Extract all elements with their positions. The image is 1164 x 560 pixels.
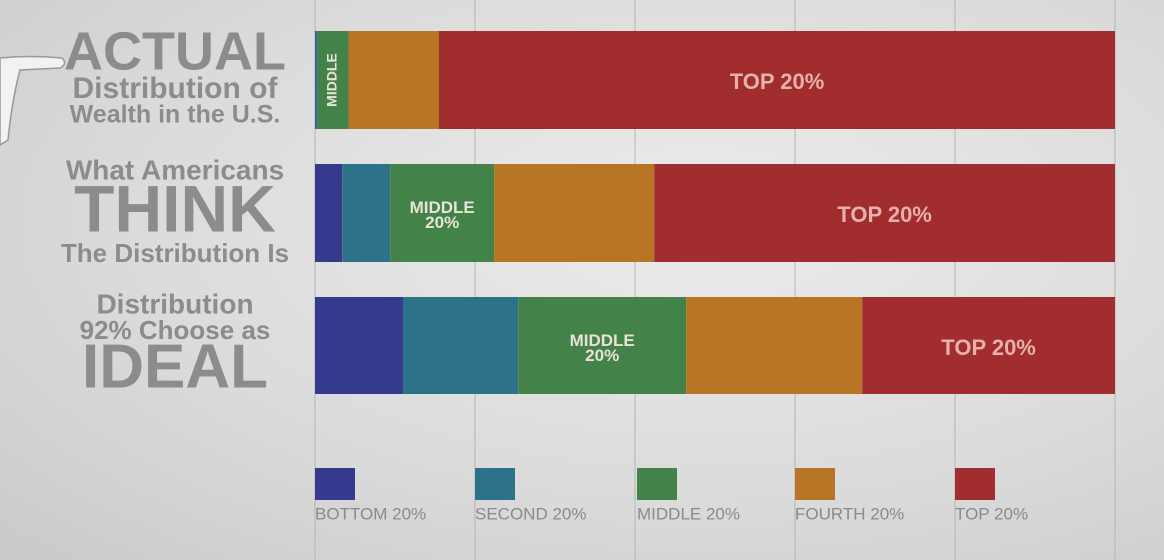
legend-label: SECOND 20% [475, 504, 586, 523]
legend-swatch [955, 468, 995, 500]
bar-segment [315, 164, 343, 262]
legend-label: BOTTOM 20% [315, 504, 426, 523]
bar-segment [439, 31, 1115, 129]
category-label: Distribution of [73, 72, 279, 105]
segment-label: MIDDLE 20% [569, 330, 635, 365]
pointer-hand [0, 55, 66, 146]
bar-segment [518, 297, 687, 394]
bar-segment [315, 31, 318, 129]
legend-swatch [795, 468, 835, 500]
segment-label: MIDDLE 20% [409, 198, 475, 232]
bar-segment [494, 164, 655, 262]
bar-segment [342, 164, 391, 262]
bar-segment [390, 164, 495, 262]
bar-segment [315, 297, 403, 394]
legend-swatch [637, 468, 677, 500]
segment-label: MIDDLE [324, 53, 340, 107]
bar-segment [862, 297, 1115, 394]
segment-label: TOP 20% [837, 202, 932, 227]
category-label: 92% Choose as [80, 315, 271, 345]
bar-segment [686, 297, 863, 394]
category-label: The Distribution Is [61, 238, 289, 268]
category-label: Distribution [96, 288, 253, 319]
bar-segment [403, 297, 519, 394]
legend-label: TOP 20% [955, 504, 1028, 523]
category-label: THINK [74, 171, 276, 245]
category-label: ACTUAL [64, 21, 286, 81]
legend-label: FOURTH 20% [795, 504, 904, 523]
category-label: IDEAL [82, 332, 268, 401]
segment-label: TOP 20% [941, 334, 1036, 360]
bar-segment [654, 164, 1115, 262]
legend-label: MIDDLE 20% [637, 504, 740, 523]
bar-segment [315, 31, 316, 129]
segment-label: TOP 20% [729, 69, 825, 94]
legend-swatch [315, 468, 355, 500]
legend-swatch [475, 468, 515, 500]
bar-segment [317, 31, 349, 129]
category-label: Wealth in the U.S. [70, 101, 281, 129]
category-label: What Americans [66, 154, 284, 185]
bar-segment [348, 31, 439, 129]
